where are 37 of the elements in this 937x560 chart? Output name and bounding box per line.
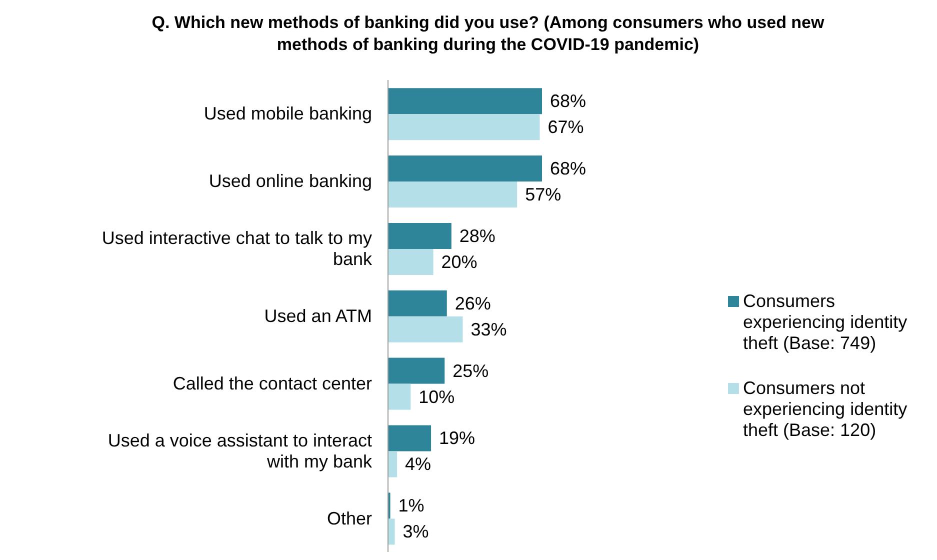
- bar: [388, 316, 463, 342]
- bar: [388, 156, 542, 182]
- data-label: 10%: [418, 386, 455, 407]
- legend-label: Consumers not experiencing identity theft (Base: 120): [743, 378, 908, 441]
- data-label: 20%: [441, 252, 478, 272]
- data-label: 33%: [470, 319, 507, 340]
- y-tick-label: Other: [326, 508, 372, 528]
- data-label: 26%: [454, 293, 491, 314]
- bar: [388, 222, 452, 249]
- y-tick-label: Used interactive chat to talk to my bank: [102, 228, 373, 270]
- data-label: 68%: [550, 158, 586, 179]
- bar: [388, 384, 411, 410]
- bar: [388, 248, 434, 275]
- data-label: 3%: [402, 522, 429, 542]
- data-label: 19%: [439, 428, 476, 448]
- bar: [388, 290, 447, 316]
- bar: [388, 182, 518, 208]
- data-label: 57%: [525, 184, 562, 205]
- bar: [388, 425, 432, 452]
- data-label: 1%: [398, 496, 424, 516]
- y-tick-label: Called the contact center: [172, 373, 372, 394]
- y-tick-label: Used online banking: [208, 171, 372, 192]
- y-tick-label: Used an ATM: [264, 306, 372, 326]
- data-label: 4%: [405, 454, 432, 474]
- y-tick-label: Used a voice assistant to interact with my bank: [108, 430, 373, 472]
- bar: [388, 114, 540, 140]
- bar: [388, 518, 395, 545]
- data-label: 67%: [548, 117, 584, 138]
- data-label: 25%: [452, 360, 489, 381]
- bar: [388, 88, 542, 114]
- chart-title: Q. Which new methods of banking did you use? (Among consumers who used new methods of banking during the COVID-19 pandemic): [150, 12, 826, 56]
- legend-label: Consumers experiencing identity theft (Base: 749): [743, 291, 908, 354]
- y-tick-label: Used mobile banking: [204, 104, 372, 124]
- bar: [388, 358, 445, 384]
- data-label: 68%: [550, 91, 586, 112]
- data-label: 28%: [459, 226, 496, 246]
- bar: [388, 451, 398, 478]
